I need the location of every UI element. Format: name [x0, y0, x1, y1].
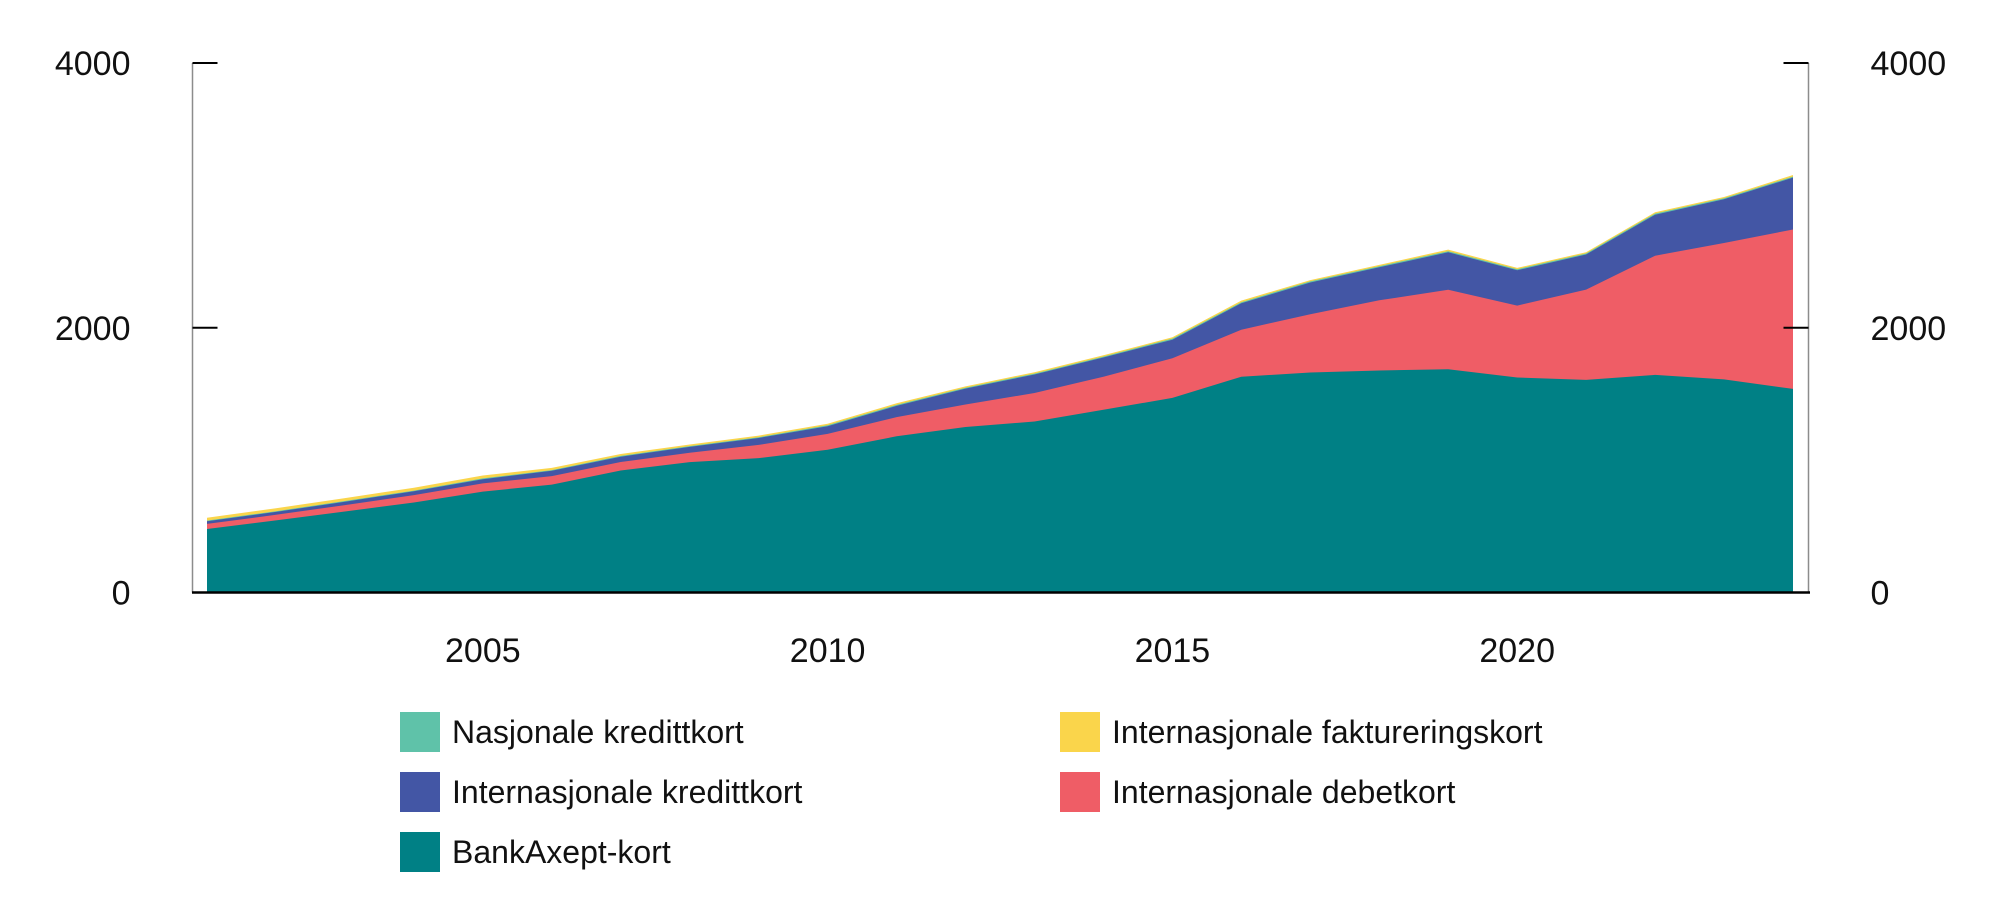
legend-swatch-internasjonale-faktureringskort	[1060, 712, 1100, 752]
y-tick-label-right-2000: 2000	[1871, 310, 1947, 348]
y-tick-label-left-2000: 2000	[55, 310, 131, 348]
legend-label-nasjonale-kredittkort: Nasjonale kredittkort	[452, 714, 744, 750]
area-series-bankaxept-kort	[207, 369, 1793, 593]
y-tick-label-right-4000: 4000	[1871, 45, 1947, 83]
y-tick-label-left-0: 0	[112, 575, 131, 613]
x-tick-label-2010: 2010	[790, 632, 866, 670]
legend-label-internasjonale-faktureringskort: Internasjonale faktureringskort	[1112, 714, 1543, 750]
x-tick-label-2005: 2005	[445, 632, 521, 670]
legend-label-internasjonale-kredittkort: Internasjonale kredittkort	[452, 774, 803, 810]
x-tick-label-2020: 2020	[1479, 632, 1555, 670]
legend-item-internasjonale-faktureringskort: Internasjonale faktureringskort	[1060, 712, 1542, 752]
legend-swatch-nasjonale-kredittkort	[400, 712, 440, 752]
chart-canvas: 0 0 2000 2000 4000 4000 2005 2010 2015 2020	[55, 45, 1947, 670]
legend-item-nasjonale-kredittkort: Nasjonale kredittkort	[400, 712, 802, 752]
x-tick-label-2015: 2015	[1135, 632, 1211, 670]
legend-label-internasjonale-debetkort: Internasjonale debetkort	[1112, 774, 1456, 810]
legend-column-left: Nasjonale kredittkort Internasjonale kre…	[400, 712, 802, 892]
legend-label-bankaxept-kort: BankAxept-kort	[452, 834, 671, 870]
legend-item-internasjonale-debetkort: Internasjonale debetkort	[1060, 772, 1542, 812]
legend-swatch-internasjonale-kredittkort	[400, 772, 440, 812]
legend-column-right: Internasjonale faktureringskort Internas…	[1060, 712, 1542, 832]
stacked-area-chart: 0 0 2000 2000 4000 4000 2005 2010 2015 2020	[55, 45, 1947, 670]
legend-swatch-internasjonale-debetkort	[1060, 772, 1100, 812]
legend-item-bankaxept-kort: BankAxept-kort	[400, 832, 802, 872]
legend-item-internasjonale-kredittkort: Internasjonale kredittkort	[400, 772, 802, 812]
legend-swatch-bankaxept-kort	[400, 832, 440, 872]
y-tick-label-right-0: 0	[1871, 575, 1890, 613]
y-tick-label-left-4000: 4000	[55, 45, 131, 83]
